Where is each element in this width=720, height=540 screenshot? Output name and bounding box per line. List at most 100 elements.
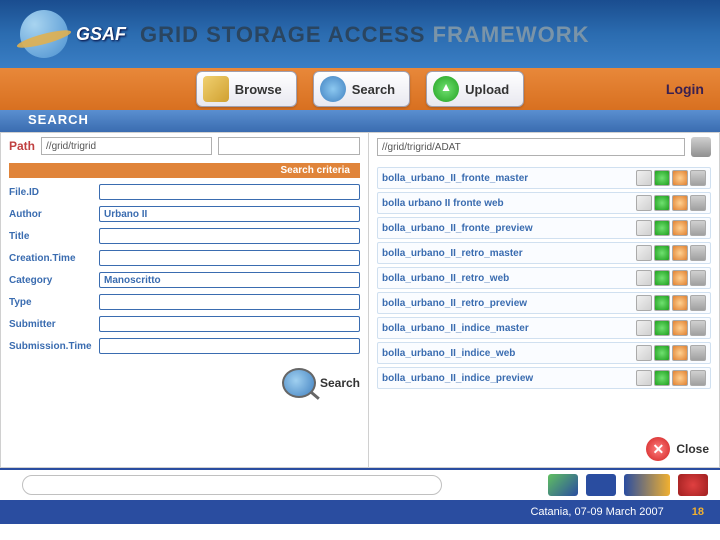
down-icon[interactable] [654, 220, 670, 236]
edit-icon[interactable] [636, 320, 652, 336]
search-nav-button[interactable]: Search [313, 71, 410, 107]
field-input[interactable] [99, 338, 360, 354]
login-link[interactable]: Login [666, 81, 704, 97]
browse-button[interactable]: Browse [196, 71, 297, 107]
mag-icon[interactable] [672, 295, 688, 311]
browse-icon [203, 76, 229, 102]
edit-icon[interactable] [636, 295, 652, 311]
down-icon[interactable] [654, 345, 670, 361]
result-row[interactable]: bolla_urbano_II_retro_master [377, 242, 711, 264]
field-input[interactable] [99, 228, 360, 244]
down-icon[interactable] [654, 370, 670, 386]
field-input[interactable] [99, 184, 360, 200]
del-icon[interactable] [690, 195, 706, 211]
del-icon[interactable] [690, 220, 706, 236]
result-actions [636, 195, 706, 211]
form-row: Title [9, 228, 360, 244]
down-icon[interactable] [654, 195, 670, 211]
down-icon[interactable] [654, 245, 670, 261]
down-icon[interactable] [654, 295, 670, 311]
mag-icon[interactable] [672, 170, 688, 186]
magnifier-icon [282, 368, 316, 398]
result-actions [636, 295, 706, 311]
result-row[interactable]: bolla_urbano_II_fronte_preview [377, 217, 711, 239]
edit-icon[interactable] [636, 370, 652, 386]
left-path-input-2[interactable] [218, 137, 360, 155]
mag-icon[interactable] [672, 220, 688, 236]
del-icon[interactable] [690, 345, 706, 361]
search-nav-label: Search [352, 82, 395, 97]
del-icon[interactable] [690, 245, 706, 261]
down-icon[interactable] [654, 270, 670, 286]
search-button[interactable]: Search [282, 368, 360, 398]
edit-icon[interactable] [636, 345, 652, 361]
result-row[interactable]: bolla_urbano_II_retro_web [377, 267, 711, 289]
field-label: File.ID [9, 187, 99, 198]
left-path-row: Path [1, 133, 368, 159]
field-input[interactable] [99, 250, 360, 266]
upload-button[interactable]: Upload [426, 71, 524, 107]
edit-icon[interactable] [636, 245, 652, 261]
field-label: Creation.Time [9, 253, 99, 264]
result-row[interactable]: bolla urbano II fronte web [377, 192, 711, 214]
mag-icon[interactable] [672, 195, 688, 211]
del-icon[interactable] [690, 370, 706, 386]
edit-icon[interactable] [636, 220, 652, 236]
result-name: bolla_urbano_II_fronte_master [382, 173, 636, 184]
right-path-input[interactable] [377, 138, 685, 156]
result-name: bolla_urbano_II_indice_web [382, 348, 636, 359]
result-name: bolla_urbano_II_fronte_preview [382, 223, 636, 234]
down-icon[interactable] [654, 170, 670, 186]
close-area: ✕ Close [369, 431, 719, 467]
edit-icon[interactable] [636, 270, 652, 286]
field-input[interactable] [99, 294, 360, 310]
upload-icon [433, 76, 459, 102]
mag-icon[interactable] [672, 270, 688, 286]
form-row: Submitter [9, 316, 360, 332]
search-form-pane: Path Search criteria File.IDAuthorTitleC… [1, 133, 369, 467]
partner-logo-2 [586, 474, 616, 496]
del-icon[interactable] [690, 295, 706, 311]
result-name: bolla urbano II fronte web [382, 198, 636, 209]
result-row[interactable]: bolla_urbano_II_retro_preview [377, 292, 711, 314]
edit-icon[interactable] [636, 195, 652, 211]
del-icon[interactable] [690, 170, 706, 186]
field-input[interactable] [99, 272, 360, 288]
form-row: Author [9, 206, 360, 222]
del-icon[interactable] [690, 320, 706, 336]
result-row[interactable]: bolla_urbano_II_indice_preview [377, 367, 711, 389]
result-actions [636, 345, 706, 361]
mag-icon[interactable] [672, 345, 688, 361]
close-button[interactable]: ✕ Close [646, 437, 709, 461]
result-name: bolla_urbano_II_indice_master [382, 323, 636, 334]
footer-pill [22, 475, 442, 495]
globe-icon [20, 10, 68, 58]
logo-text: GSAF [76, 24, 126, 45]
mag-icon[interactable] [672, 370, 688, 386]
result-row[interactable]: bolla_urbano_II_indice_web [377, 342, 711, 364]
form-row: Type [9, 294, 360, 310]
del-icon[interactable] [690, 270, 706, 286]
field-label: Author [9, 209, 99, 220]
top-banner: GSAF GRID STORAGE ACCESS FRAMEWORK [0, 0, 720, 68]
results-list: bolla_urbano_II_fronte_masterbolla urban… [369, 161, 719, 431]
field-input[interactable] [99, 206, 360, 222]
edit-icon[interactable] [636, 170, 652, 186]
down-icon[interactable] [654, 320, 670, 336]
result-actions [636, 245, 706, 261]
field-label: Submission.Time [9, 341, 99, 352]
mag-icon[interactable] [672, 245, 688, 261]
field-input[interactable] [99, 316, 360, 332]
left-path-input[interactable] [41, 137, 212, 155]
close-icon: ✕ [646, 437, 670, 461]
result-row[interactable]: bolla_urbano_II_fronte_master [377, 167, 711, 189]
page-number: 18 [692, 506, 704, 518]
mag-icon[interactable] [672, 320, 688, 336]
partner-logo-1 [548, 474, 578, 496]
result-row[interactable]: bolla_urbano_II_indice_master [377, 317, 711, 339]
database-icon[interactable] [691, 137, 711, 157]
panel-title: SEARCH [0, 110, 720, 132]
logo-area: GSAF [20, 10, 126, 58]
form-row: File.ID [9, 184, 360, 200]
result-name: bolla_urbano_II_indice_preview [382, 373, 636, 384]
